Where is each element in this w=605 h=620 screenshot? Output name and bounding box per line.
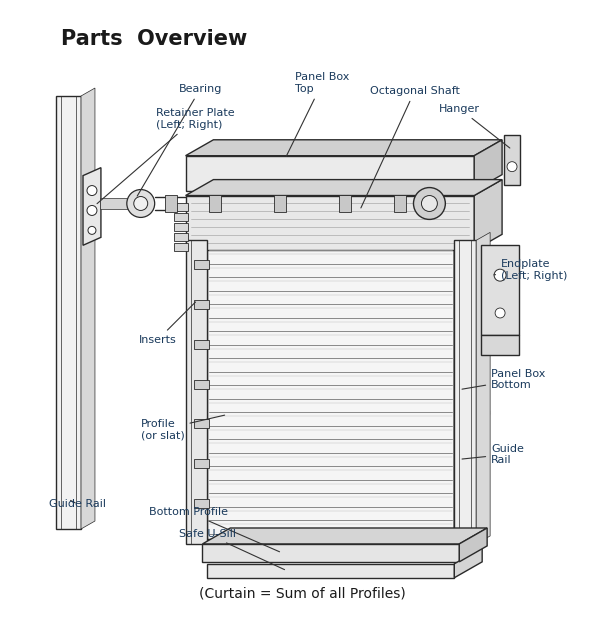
Bar	[194, 340, 209, 349]
Bar	[194, 420, 209, 428]
Circle shape	[87, 185, 97, 195]
Polygon shape	[474, 140, 502, 190]
Circle shape	[127, 190, 155, 218]
Circle shape	[413, 188, 445, 219]
Polygon shape	[208, 246, 454, 539]
Text: Bottom Profile: Bottom Profile	[149, 507, 280, 552]
Bar	[481, 246, 519, 335]
Circle shape	[507, 162, 517, 172]
Bar	[174, 243, 188, 251]
Polygon shape	[474, 180, 502, 250]
Bar	[339, 195, 351, 213]
Text: Profile
(or slat): Profile (or slat)	[141, 415, 224, 440]
Circle shape	[87, 205, 97, 215]
Text: Inserts: Inserts	[139, 302, 195, 345]
Circle shape	[495, 308, 505, 318]
Polygon shape	[83, 167, 101, 246]
Text: (Curtain = Sum of all Profiles): (Curtain = Sum of all Profiles)	[198, 587, 405, 601]
Bar	[194, 379, 209, 389]
Text: Panel Box
Bottom: Panel Box Bottom	[462, 369, 546, 391]
Text: Guide
Rail: Guide Rail	[462, 443, 524, 465]
Polygon shape	[208, 564, 454, 578]
Bar	[394, 195, 405, 213]
Polygon shape	[203, 544, 459, 562]
Circle shape	[134, 197, 148, 210]
Circle shape	[422, 195, 437, 211]
Polygon shape	[203, 528, 487, 544]
Bar	[194, 260, 209, 269]
Bar	[209, 195, 221, 213]
Bar	[194, 499, 209, 508]
Text: Safe U-Sill: Safe U-Sill	[178, 529, 284, 570]
Polygon shape	[186, 195, 474, 250]
Bar	[174, 233, 188, 241]
Bar	[504, 135, 520, 185]
Polygon shape	[454, 548, 482, 578]
Text: Guide Rail: Guide Rail	[49, 499, 106, 509]
Polygon shape	[454, 229, 482, 539]
Polygon shape	[81, 88, 95, 529]
Bar	[174, 203, 188, 211]
Polygon shape	[459, 528, 487, 562]
Bar	[165, 195, 177, 213]
Circle shape	[88, 226, 96, 234]
Text: Parts  Overview: Parts Overview	[61, 29, 247, 50]
Bar	[274, 195, 286, 213]
Text: Panel Box
Top: Panel Box Top	[286, 73, 350, 156]
Text: Bearing: Bearing	[137, 84, 222, 196]
Bar	[194, 300, 209, 309]
Circle shape	[494, 269, 506, 281]
Polygon shape	[100, 198, 132, 210]
Text: Endplate
(Left; Right): Endplate (Left; Right)	[494, 259, 567, 281]
Text: Doorsmagician.com: Doorsmagician.com	[243, 270, 496, 430]
Polygon shape	[186, 180, 502, 195]
Text: Octagonal Shaft: Octagonal Shaft	[361, 86, 460, 208]
Polygon shape	[186, 156, 474, 190]
Bar	[454, 241, 476, 544]
Text: Hanger: Hanger	[439, 104, 510, 148]
Polygon shape	[476, 232, 490, 544]
Bar	[174, 223, 188, 231]
Bar	[174, 213, 188, 221]
Text: Retainer Plate
(Left; Right): Retainer Plate (Left; Right)	[97, 108, 234, 203]
Bar	[186, 241, 208, 544]
Bar	[194, 459, 209, 468]
Polygon shape	[481, 335, 519, 355]
Bar	[56, 96, 81, 529]
Polygon shape	[186, 140, 502, 156]
